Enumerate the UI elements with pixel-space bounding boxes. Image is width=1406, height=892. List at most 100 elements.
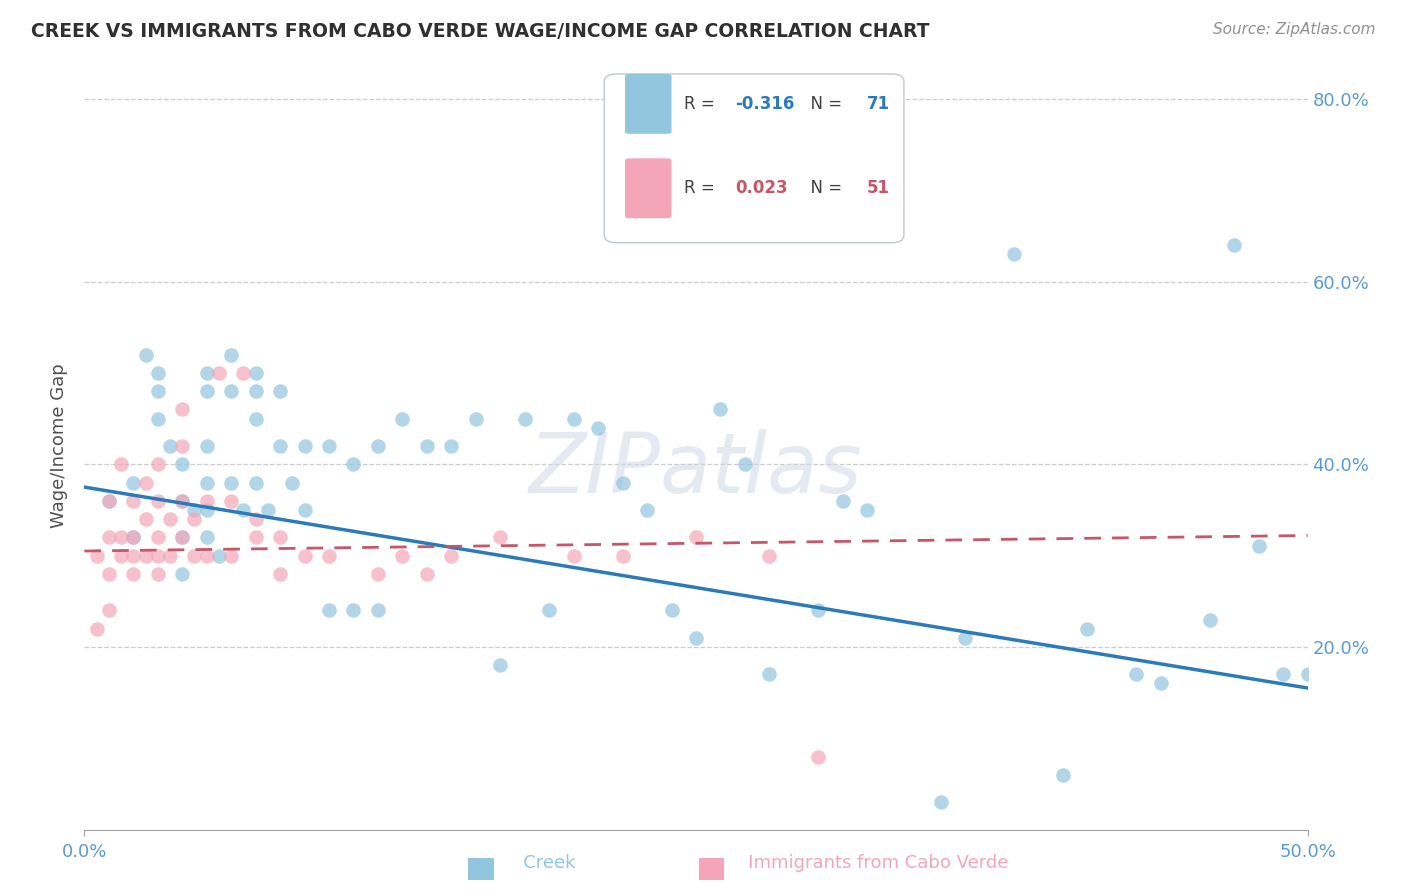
Text: Creek: Creek [506, 855, 575, 872]
Text: 0.023: 0.023 [735, 179, 787, 197]
Point [245, 530, 267, 544]
Point [208, 366, 231, 380]
Point [1296, 667, 1319, 681]
Point [294, 503, 316, 517]
Point [172, 457, 194, 471]
Point [367, 603, 389, 617]
Point [1198, 613, 1220, 627]
Text: N =: N = [800, 179, 848, 197]
Point [195, 439, 218, 453]
Point [110, 530, 132, 544]
Point [269, 384, 291, 399]
Point [172, 530, 194, 544]
Point [1052, 768, 1074, 782]
Point [172, 566, 194, 581]
Point [953, 631, 976, 645]
Point [135, 348, 157, 362]
Point [86, 549, 108, 563]
Point [146, 366, 169, 380]
Point [1150, 676, 1173, 690]
Point [97, 566, 120, 581]
Point [146, 384, 169, 399]
Text: 71: 71 [868, 95, 890, 113]
Point [172, 402, 194, 417]
Text: R =: R = [683, 179, 720, 197]
Point [146, 530, 169, 544]
Point [172, 493, 194, 508]
Point [281, 475, 304, 490]
Point [232, 503, 254, 517]
Point [269, 439, 291, 453]
Point [122, 566, 145, 581]
Point [183, 503, 205, 517]
Point [318, 439, 340, 453]
Point [245, 475, 267, 490]
Point [1076, 622, 1098, 636]
Point [294, 549, 316, 563]
Point [513, 411, 536, 425]
Point [195, 549, 218, 563]
Point [195, 475, 218, 490]
Point [232, 366, 254, 380]
Point [219, 493, 242, 508]
Point [1002, 247, 1025, 261]
Point [122, 530, 145, 544]
Point [758, 549, 780, 563]
Point [709, 402, 731, 417]
FancyBboxPatch shape [605, 74, 904, 243]
Point [195, 366, 218, 380]
Point [97, 603, 120, 617]
Y-axis label: Wage/Income Gap: Wage/Income Gap [51, 364, 69, 528]
Point [367, 566, 389, 581]
Point [562, 549, 585, 563]
Point [734, 457, 756, 471]
Text: -0.316: -0.316 [735, 95, 794, 113]
FancyBboxPatch shape [626, 158, 672, 219]
Point [183, 549, 205, 563]
Point [685, 530, 707, 544]
Point [245, 411, 267, 425]
Text: CREEK VS IMMIGRANTS FROM CABO VERDE WAGE/INCOME GAP CORRELATION CHART: CREEK VS IMMIGRANTS FROM CABO VERDE WAGE… [31, 22, 929, 41]
Point [172, 493, 194, 508]
Point [1125, 667, 1147, 681]
Point [489, 658, 512, 673]
Point [612, 475, 634, 490]
Point [135, 475, 157, 490]
Text: Source: ZipAtlas.com: Source: ZipAtlas.com [1212, 22, 1375, 37]
Point [269, 566, 291, 581]
Point [807, 749, 830, 764]
Point [159, 549, 181, 563]
Point [661, 603, 683, 617]
Point [122, 475, 145, 490]
Point [219, 475, 242, 490]
Point [159, 512, 181, 526]
Point [831, 493, 853, 508]
Point [122, 530, 145, 544]
Point [464, 411, 486, 425]
Point [146, 411, 169, 425]
Point [416, 566, 439, 581]
Point [612, 549, 634, 563]
Point [208, 549, 231, 563]
Point [929, 795, 952, 809]
Point [245, 384, 267, 399]
Point [183, 512, 205, 526]
Point [195, 384, 218, 399]
Point [172, 439, 194, 453]
Point [1272, 667, 1295, 681]
Point [318, 603, 340, 617]
Point [318, 549, 340, 563]
Point [416, 439, 439, 453]
Point [342, 457, 364, 471]
Point [440, 549, 463, 563]
Point [97, 530, 120, 544]
Point [122, 549, 145, 563]
Point [159, 439, 181, 453]
Text: N =: N = [800, 95, 848, 113]
Point [391, 549, 413, 563]
Point [146, 549, 169, 563]
Point [195, 503, 218, 517]
Point [135, 512, 157, 526]
Point [135, 549, 157, 563]
Point [97, 493, 120, 508]
